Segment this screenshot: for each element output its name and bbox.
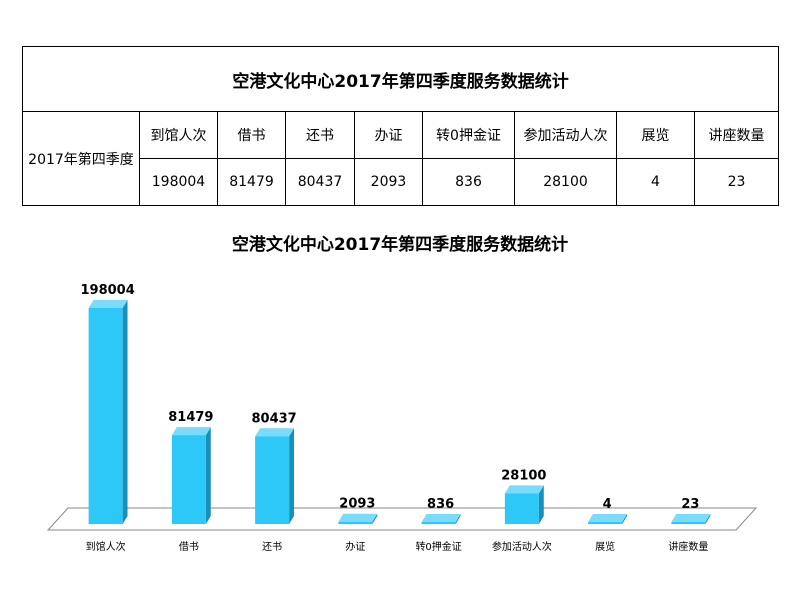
table-value-cell: 80437 [285, 158, 355, 206]
table-row-label: 2017年第四季度 [22, 111, 140, 206]
x-tick-label: 到馆人次 [86, 540, 126, 553]
bar [255, 436, 290, 524]
data-label: 23 [681, 497, 699, 512]
table-header-cell: 讲座数量 [693, 111, 780, 159]
data-label: 198004 [80, 283, 134, 298]
table-value-cell: 2093 [354, 158, 423, 206]
bar-side [538, 485, 544, 524]
x-tick-label: 参加活动人次 [492, 540, 552, 553]
table-value-cell: 836 [422, 158, 515, 206]
bar-top [588, 514, 628, 522]
table-value-cell: 23 [693, 158, 780, 206]
bar-top [88, 299, 128, 308]
table-value-cell: 28100 [514, 158, 617, 206]
bar-chart: 空港文化中心2017年第四季度服务数据统计 198004 到馆人次 81479 借书 8… [46, 234, 758, 553]
x-tick-label: 讲座数量 [668, 540, 708, 553]
bar-top [421, 514, 461, 522]
bar [671, 522, 706, 524]
data-label: 81479 [168, 410, 213, 425]
bars-group [88, 299, 711, 524]
stats-table: 空港文化中心2017年第四季度服务数据统计 2017年第四季度 到馆人次 借书 … [21, 46, 780, 206]
table-value-cell: 4 [616, 158, 695, 206]
labels-group: 198004 到馆人次 81479 借书 80437 还书 2093 办证 836 转0押金证 28… [80, 283, 708, 553]
bar [88, 307, 123, 524]
bar [171, 435, 206, 524]
table-header-cell: 参加活动人次 [514, 111, 617, 159]
bar-top [504, 485, 544, 494]
table-value-cell: 81479 [217, 158, 286, 206]
chart-floor [46, 507, 758, 531]
table-header-cell: 借书 [217, 111, 286, 159]
chart-title: 空港文化中心2017年第四季度服务数据统计 [232, 234, 568, 255]
data-label: 80437 [252, 411, 297, 426]
x-tick-label: 办证 [345, 540, 365, 553]
bar-top [255, 428, 295, 437]
table-title: 空港文化中心2017年第四季度服务数据统计 [21, 46, 780, 112]
bar-side [205, 427, 211, 524]
data-label: 4 [603, 497, 612, 512]
bar [504, 493, 539, 524]
x-tick-label: 还书 [262, 541, 282, 553]
bar [338, 521, 373, 524]
bar [421, 522, 456, 524]
bar-side [622, 514, 628, 524]
table-header-cell: 展览 [616, 111, 695, 159]
data-label: 2093 [339, 497, 375, 512]
bar-side [289, 428, 295, 524]
data-label: 836 [427, 497, 454, 512]
bar-top [338, 513, 378, 522]
x-tick-label: 展览 [595, 540, 615, 553]
table-value-cell: 198004 [139, 158, 218, 206]
bar-side [455, 514, 461, 524]
x-tick-label: 转0押金证 [415, 540, 461, 553]
bar-top [171, 427, 211, 436]
bar [588, 522, 623, 524]
bar-side [705, 514, 711, 524]
bar-side [372, 513, 378, 524]
x-tick-label: 借书 [179, 541, 199, 553]
data-label: 28100 [501, 468, 546, 483]
table-header-cell: 还书 [285, 111, 355, 159]
bar-side [122, 299, 128, 524]
table-header-cell: 到馆人次 [139, 111, 218, 159]
bar-top [671, 514, 711, 522]
table-header-cell: 办证 [354, 111, 423, 159]
table-header-cell: 转0押金证 [422, 111, 515, 159]
